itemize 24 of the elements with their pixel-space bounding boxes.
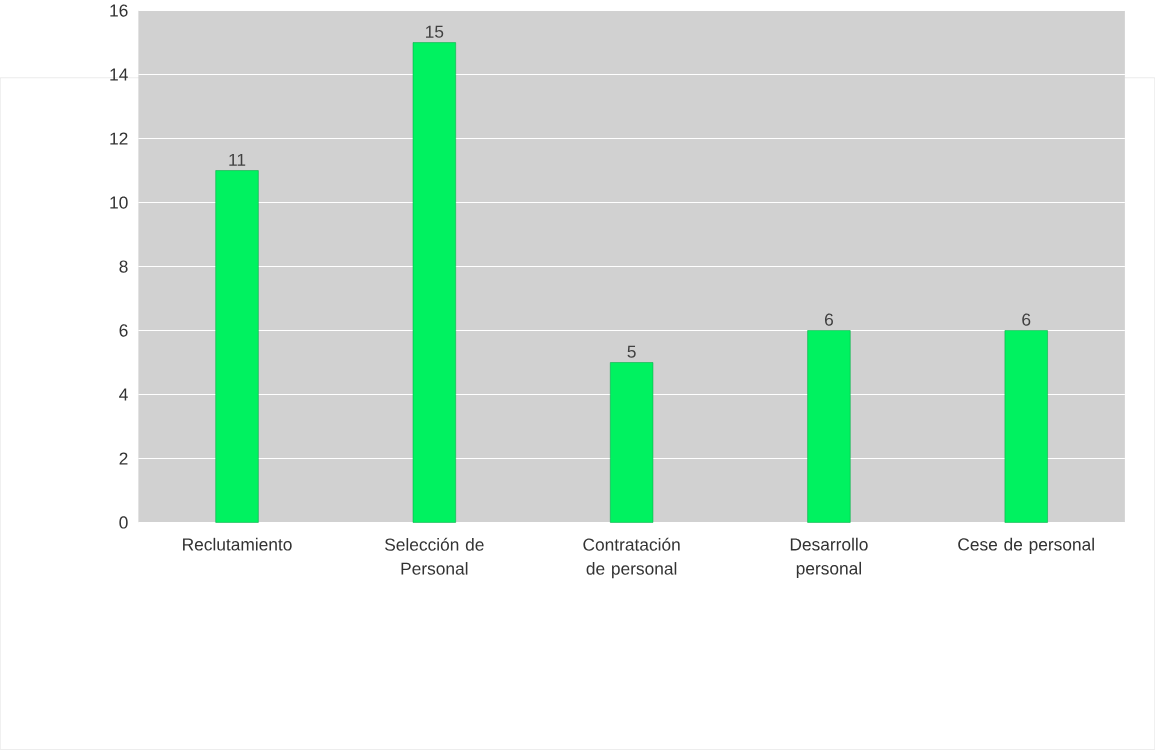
y-tick-label: 6 [119,324,128,337]
x-tick-label: Desarrollo personal [790,537,868,579]
y-tick-label: 16 [110,4,128,17]
bar [215,170,259,523]
data-label: 5 [627,345,636,358]
y-tick-label: 12 [110,132,128,145]
y-tick-label: 4 [119,388,128,401]
y-tick-label: 8 [119,260,128,273]
y-tick-label: 2 [119,452,128,465]
x-tick-label: Reclutamiento [183,537,292,551]
data-label: 15 [426,25,444,38]
bar [807,330,851,523]
bar [1004,330,1048,523]
x-tick-label: Contratación de personal [583,537,680,579]
y-tick-label: 0 [119,516,128,529]
y-tick-label: 10 [110,196,128,209]
y-tick-label: 14 [110,68,128,81]
data-label: 6 [1022,313,1031,326]
x-tick-label: Selección de Personal [385,537,484,575]
data-label: 6 [824,313,833,326]
x-tick-label: Cese de personal [958,537,1094,555]
data-label: 11 [229,153,246,166]
bar [412,42,456,523]
bar [610,362,654,523]
